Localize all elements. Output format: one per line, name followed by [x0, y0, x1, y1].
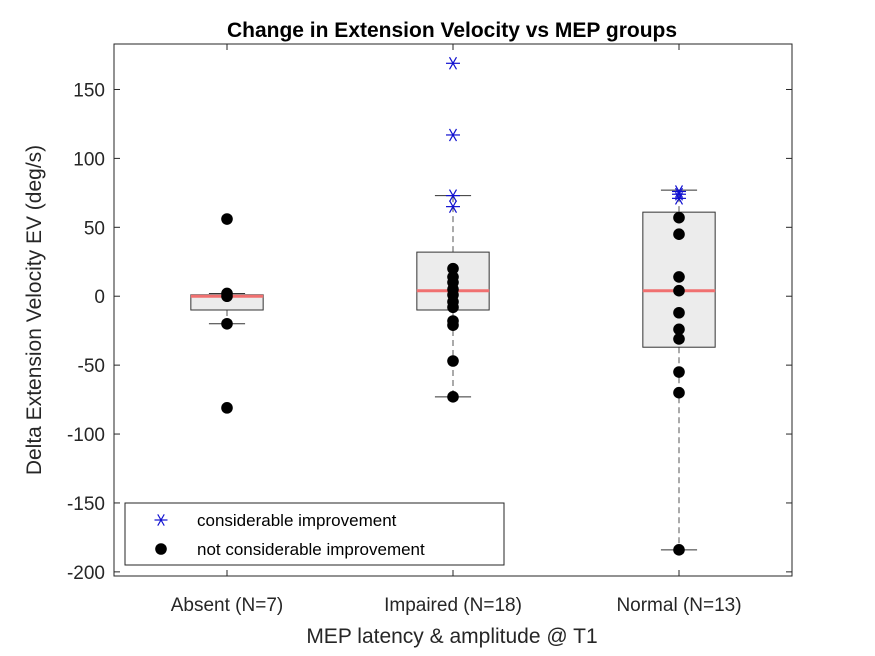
point-not-considerable-2-4 — [673, 306, 685, 319]
point-not-considerable-0-4 — [221, 402, 233, 414]
point-not-considerable-2-2 — [673, 271, 685, 283]
legend-label-1: not considerable improvement — [197, 540, 425, 559]
x-tick-label-1: Impaired (N=18) — [384, 595, 522, 616]
point-considerable-1-1 — [446, 128, 460, 142]
y-tick-label-5: 50 — [84, 218, 105, 239]
point-not-considerable-2-3 — [673, 284, 685, 297]
point-considerable-1-3 — [446, 200, 460, 213]
point-not-considerable-2-5 — [673, 323, 685, 336]
point-not-considerable-0-2 — [221, 290, 233, 303]
y-tick-label-6: 100 — [73, 149, 105, 170]
y-axis-label: Delta Extension Velocity EV (deg/s) — [23, 145, 46, 475]
point-not-considerable-0-3 — [221, 317, 233, 330]
point-considerable-2-2 — [672, 192, 686, 205]
box-group-1 — [416, 56, 490, 403]
point-not-considerable-2-8 — [673, 386, 685, 399]
legend: considerable improvement not considerable… — [124, 502, 505, 566]
y-tick-label-7: 150 — [73, 80, 105, 101]
point-considerable-1-2 — [446, 189, 460, 202]
chart-marks — [190, 56, 716, 556]
y-tick-label-3: -50 — [78, 356, 105, 377]
y-tick-label-2: -100 — [67, 425, 105, 446]
y-tick-label-1: -150 — [67, 494, 105, 515]
y-axis-ticks: -200 -150 -100 -50 0 50 100 150 — [67, 80, 792, 584]
point-not-considerable-2-0 — [673, 211, 685, 224]
legend-label-0: considerable improvement — [197, 511, 397, 530]
legend-marker-considerable — [154, 514, 168, 526]
y-tick-label-0: -200 — [67, 563, 105, 584]
y-tick-label-4: 0 — [94, 287, 105, 308]
point-not-considerable-2-7 — [673, 366, 685, 378]
legend-marker-not-considerable — [155, 543, 167, 555]
point-not-considerable-2-6 — [673, 333, 685, 345]
point-not-considerable-1-10 — [447, 391, 459, 403]
x-axis-label: MEP latency & amplitude @ T1 — [306, 625, 597, 648]
point-not-considerable-2-9 — [673, 544, 685, 556]
box-group-0 — [190, 213, 264, 414]
box-group-2 — [642, 185, 716, 556]
point-not-considerable-1-6 — [447, 301, 459, 314]
point-considerable-1-0 — [446, 56, 460, 70]
legend-box — [124, 502, 505, 566]
point-not-considerable-1-0 — [447, 262, 459, 275]
point-not-considerable-2-1 — [673, 228, 685, 240]
x-tick-label-2: Normal (N=13) — [616, 595, 741, 616]
x-tick-label-0: Absent (N=7) — [171, 595, 283, 616]
x-axis-ticks: Absent (N=7) Impaired (N=18) Normal (N=13) — [171, 44, 742, 616]
point-not-considerable-1-8 — [447, 319, 459, 331]
chart-title: Change in Extension Velocity vs MEP grou… — [227, 19, 677, 42]
point-not-considerable-0-0 — [221, 213, 233, 225]
point-not-considerable-1-9 — [447, 355, 459, 367]
